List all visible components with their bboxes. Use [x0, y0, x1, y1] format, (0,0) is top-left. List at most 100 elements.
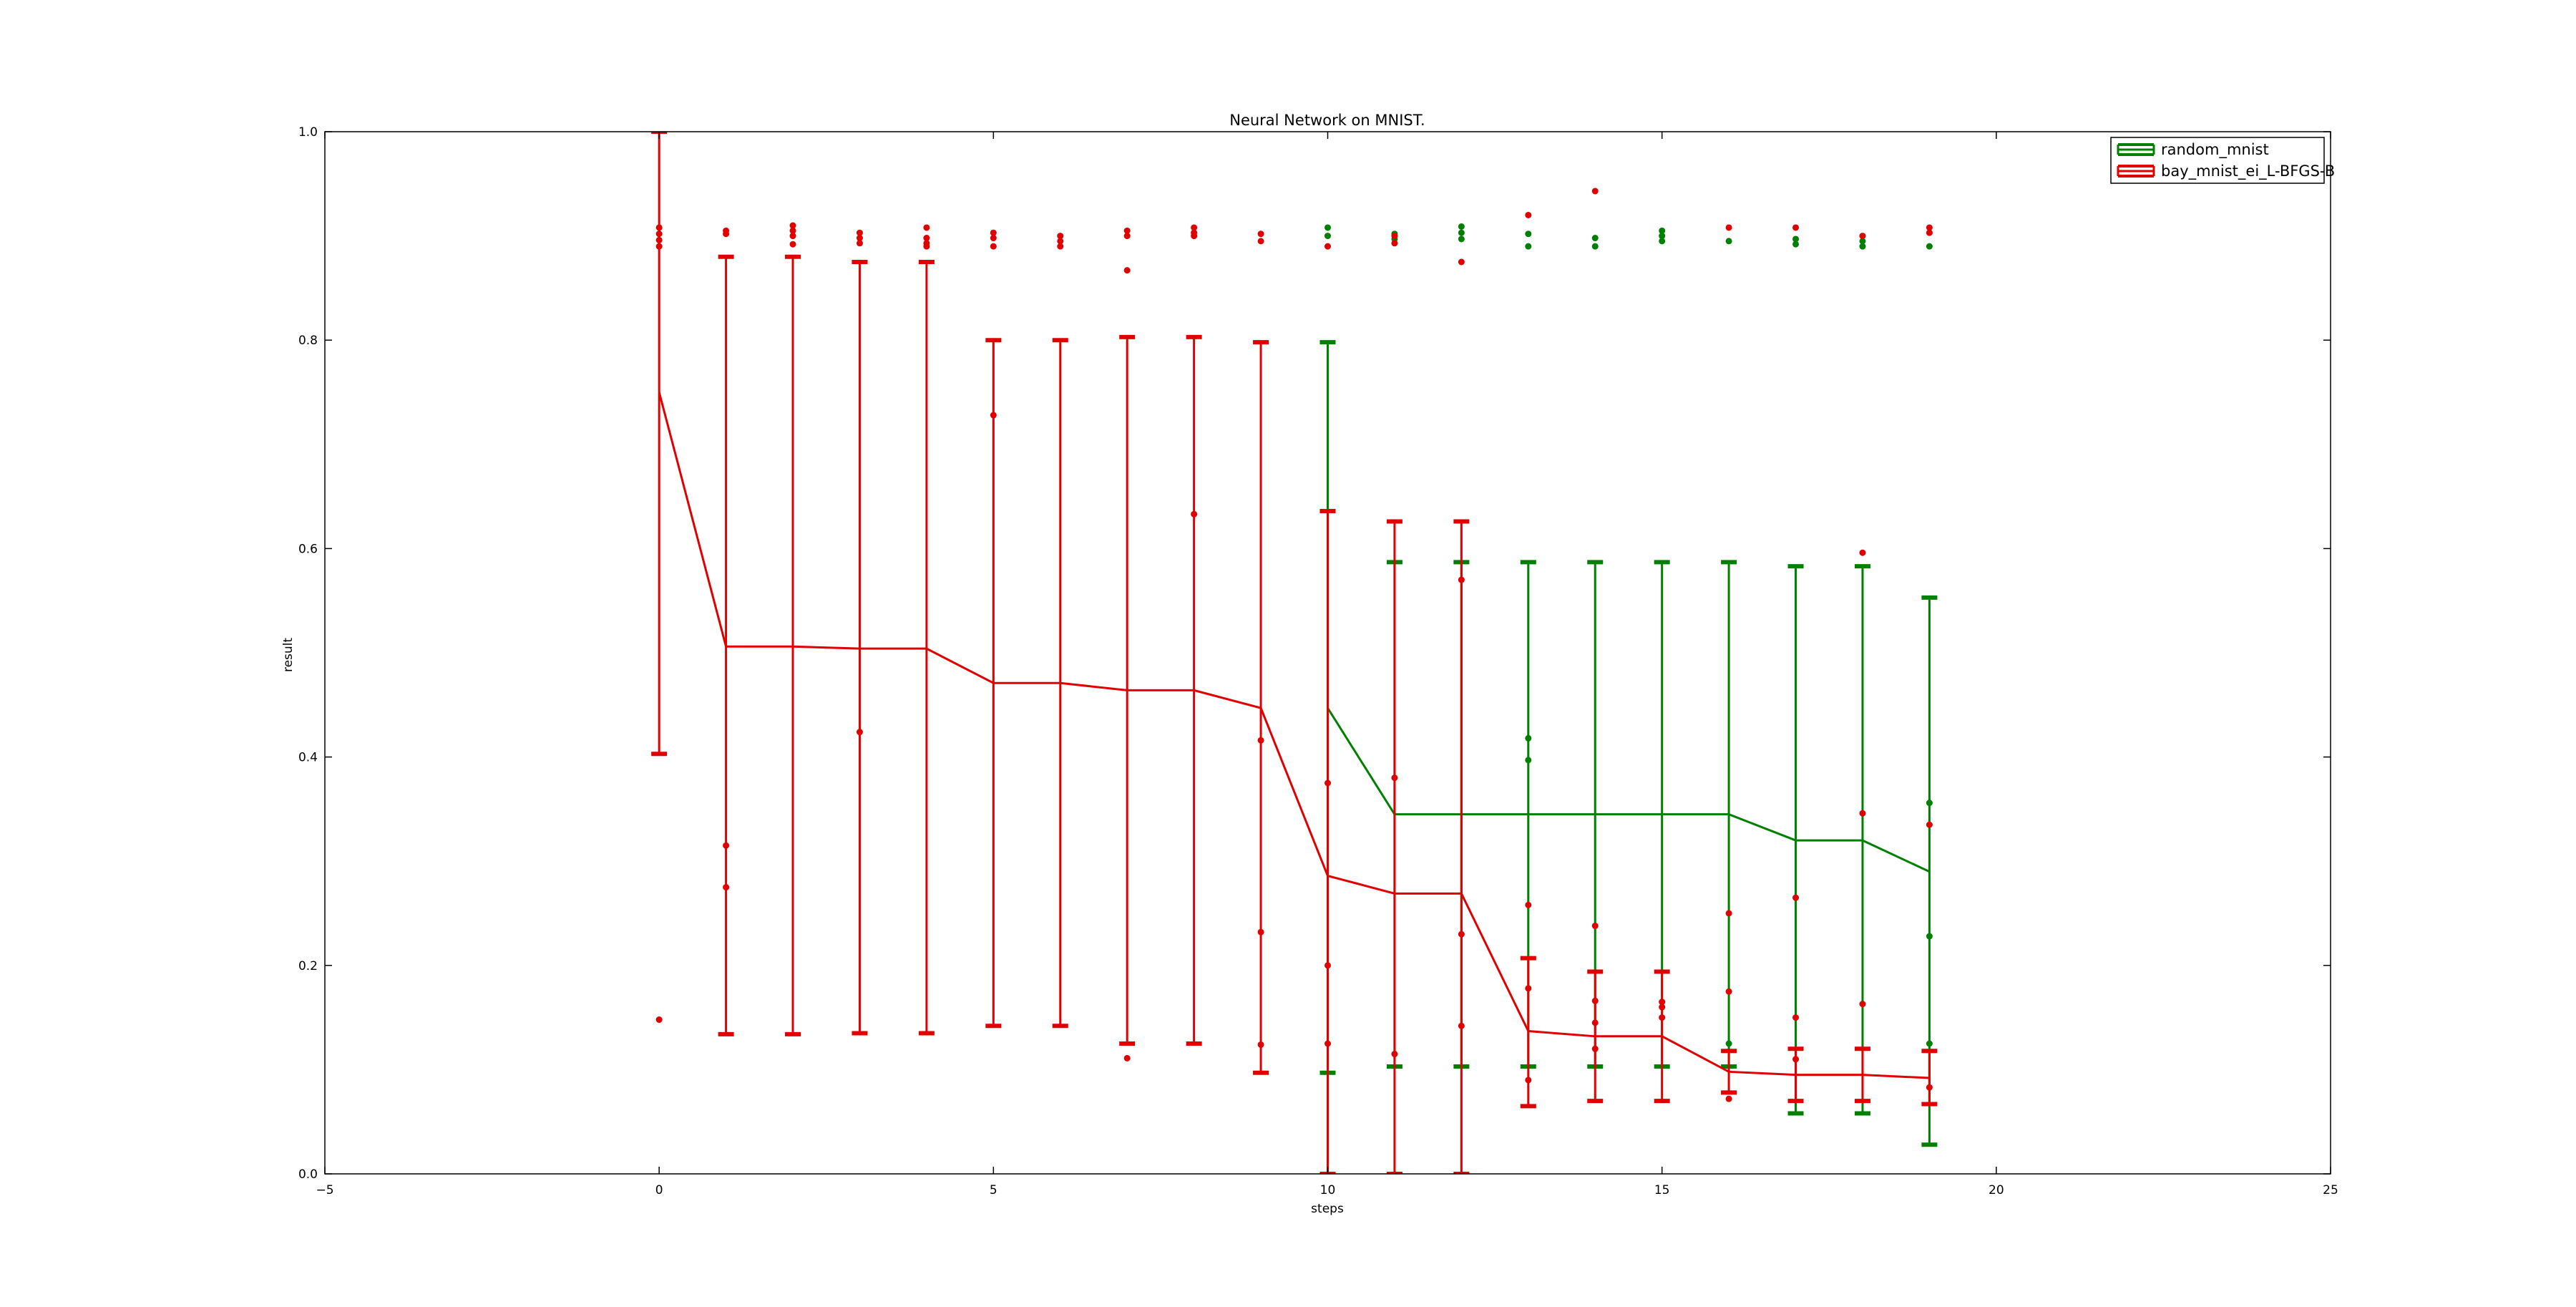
data-point-1-76 — [1859, 1001, 1866, 1008]
legend-label-0: random_mnist — [2161, 141, 2269, 159]
data-point-1-1 — [655, 230, 663, 238]
data-layer — [651, 132, 1938, 1174]
y-tick-label: 0.2 — [298, 959, 318, 973]
data-point-1-40 — [1257, 1041, 1264, 1048]
data-point-1-9 — [789, 240, 796, 248]
y-tick-label: 0.4 — [298, 751, 318, 765]
data-point-1-67 — [1725, 988, 1732, 995]
data-point-1-73 — [1859, 233, 1866, 240]
data-point-0-4 — [1458, 235, 1465, 243]
data-point-1-63 — [1659, 1004, 1666, 1011]
data-point-1-15 — [856, 229, 863, 236]
data-point-1-43 — [1324, 962, 1331, 969]
data-point-1-56 — [1525, 1077, 1532, 1084]
data-point-1-53 — [1525, 211, 1532, 218]
data-point-0-17 — [1725, 1040, 1732, 1047]
data-point-1-6 — [723, 227, 730, 234]
x-axis-label: steps — [1311, 1202, 1344, 1216]
data-point-1-41 — [1324, 243, 1331, 250]
data-point-1-52 — [1458, 1022, 1465, 1029]
data-point-1-74 — [1859, 549, 1866, 556]
data-point-1-11 — [789, 227, 796, 234]
data-point-0-16 — [1725, 238, 1732, 245]
data-point-1-14 — [856, 235, 863, 242]
legend: random_mnist bay_mnist_ei_L-BFGS-B — [2110, 137, 2335, 184]
data-point-1-70 — [1792, 894, 1800, 901]
data-point-1-13 — [856, 240, 863, 247]
data-point-0-25 — [1926, 1040, 1933, 1047]
data-point-0-8 — [1525, 230, 1532, 238]
y-tick-label: 0.6 — [298, 542, 318, 556]
data-point-0-14 — [1659, 233, 1666, 240]
data-point-1-18 — [923, 240, 930, 247]
data-point-1-75 — [1859, 810, 1866, 817]
data-point-1-4 — [655, 1016, 663, 1024]
data-point-1-45 — [1391, 240, 1398, 247]
y-tick-label: 0.0 — [298, 1167, 318, 1182]
data-point-1-48 — [1391, 1051, 1398, 1058]
data-point-1-49 — [1458, 258, 1465, 266]
series-line-1 — [658, 392, 1930, 1079]
data-point-1-33 — [1191, 229, 1198, 236]
data-point-1-20 — [923, 224, 930, 231]
series-line-0 — [1327, 707, 1931, 873]
y-axis-label: result — [281, 638, 296, 672]
data-point-1-55 — [1525, 985, 1532, 992]
data-point-1-34 — [1191, 224, 1198, 231]
data-point-1-8 — [723, 884, 730, 891]
data-point-0-0 — [1324, 233, 1331, 240]
data-point-1-38 — [1257, 737, 1264, 744]
data-point-1-39 — [1257, 928, 1264, 936]
data-point-0-19 — [1792, 235, 1800, 243]
data-point-1-25 — [1057, 243, 1064, 250]
data-point-1-21 — [990, 243, 997, 250]
data-point-1-28 — [1123, 233, 1131, 240]
data-point-1-60 — [1591, 1019, 1599, 1026]
plot-area: −5 0 5 10 15 20 25 0.0 0.2 0.4 0.6 0.8 1.0 — [298, 125, 2338, 1197]
data-point-1-12 — [789, 222, 796, 229]
data-point-1-77 — [1926, 224, 1933, 231]
data-point-1-44 — [1324, 1040, 1331, 1047]
data-point-0-10 — [1525, 757, 1532, 764]
data-point-0-24 — [1926, 933, 1933, 940]
x-tick-label: 15 — [1654, 1183, 1670, 1197]
y-tick-label: 0.8 — [298, 334, 318, 348]
data-point-0-12 — [1591, 235, 1599, 242]
data-point-0-7 — [1525, 243, 1532, 250]
x-tick-label: 5 — [990, 1183, 997, 1197]
data-point-0-9 — [1525, 734, 1532, 742]
data-point-1-58 — [1591, 922, 1599, 929]
data-point-1-72 — [1792, 1056, 1800, 1063]
data-point-1-80 — [1926, 1084, 1933, 1091]
data-point-1-30 — [1123, 267, 1131, 274]
data-point-1-59 — [1591, 997, 1599, 1004]
data-point-1-47 — [1391, 774, 1398, 782]
data-point-1-78 — [1926, 229, 1933, 236]
data-point-1-64 — [1659, 1014, 1666, 1021]
data-point-1-10 — [789, 233, 796, 240]
data-point-1-65 — [1725, 224, 1732, 231]
data-point-1-57 — [1591, 188, 1599, 195]
data-point-0-18 — [1792, 240, 1800, 248]
data-point-1-61 — [1591, 1045, 1599, 1052]
x-tick-label: −5 — [316, 1183, 333, 1197]
data-point-0-20 — [1859, 243, 1866, 250]
data-point-1-66 — [1725, 910, 1732, 917]
series-1 — [651, 132, 1938, 1174]
data-point-1-27 — [1057, 233, 1064, 240]
data-point-1-51 — [1458, 931, 1465, 938]
chart-title: Neural Network on MNIST. — [1229, 112, 1425, 129]
x-tick-label: 10 — [1320, 1183, 1336, 1197]
data-point-1-3 — [655, 243, 663, 250]
x-tick-label: 0 — [655, 1183, 663, 1197]
data-point-1-69 — [1792, 224, 1800, 231]
data-point-1-22 — [990, 235, 997, 242]
x-tick-label: 20 — [1989, 1183, 2004, 1197]
data-point-1-62 — [1659, 999, 1666, 1006]
data-point-1-42 — [1324, 779, 1331, 787]
data-point-1-19 — [923, 235, 930, 242]
data-point-1-16 — [856, 729, 863, 736]
data-point-1-31 — [1123, 1054, 1131, 1061]
data-point-0-11 — [1591, 243, 1599, 250]
